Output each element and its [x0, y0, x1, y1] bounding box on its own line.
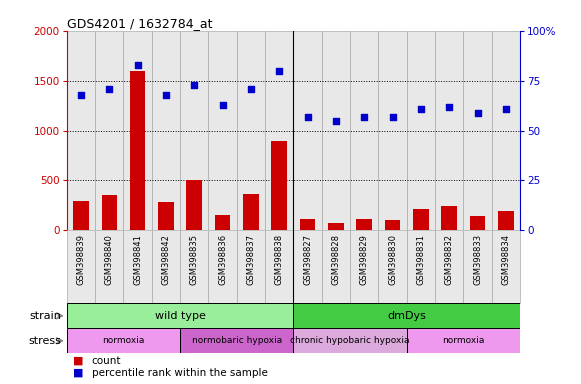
Bar [123, 31, 152, 230]
Bar [385, 220, 400, 230]
Text: GSM398832: GSM398832 [444, 234, 454, 285]
Text: GSM398837: GSM398837 [246, 234, 256, 285]
Text: GSM398839: GSM398839 [77, 234, 85, 285]
FancyBboxPatch shape [293, 303, 520, 328]
Text: GSM398841: GSM398841 [133, 234, 142, 285]
Bar [215, 215, 231, 230]
Point [105, 86, 114, 92]
Text: GSM398831: GSM398831 [417, 234, 425, 285]
Bar [300, 219, 315, 230]
FancyBboxPatch shape [293, 230, 322, 303]
Point [331, 118, 340, 124]
Text: GSM398836: GSM398836 [218, 234, 227, 285]
Bar [180, 31, 209, 230]
Bar [407, 31, 435, 230]
Bar [293, 31, 322, 230]
Text: ■: ■ [73, 367, 83, 377]
Bar [73, 202, 89, 230]
FancyBboxPatch shape [350, 230, 378, 303]
Text: percentile rank within the sample: percentile rank within the sample [92, 367, 268, 377]
Text: GSM398838: GSM398838 [275, 234, 284, 285]
Text: GSM398833: GSM398833 [473, 234, 482, 285]
Bar [243, 194, 259, 230]
Text: GSM398829: GSM398829 [360, 234, 369, 285]
Text: normoxia: normoxia [442, 336, 485, 345]
FancyBboxPatch shape [67, 230, 95, 303]
Bar [350, 31, 378, 230]
Point [275, 68, 284, 74]
Bar [469, 217, 485, 230]
FancyBboxPatch shape [67, 328, 180, 353]
Bar [67, 31, 95, 230]
FancyBboxPatch shape [322, 230, 350, 303]
Point [303, 114, 312, 120]
Text: GSM398834: GSM398834 [501, 234, 510, 285]
Bar [209, 31, 237, 230]
Bar [435, 31, 464, 230]
Bar [187, 180, 202, 230]
FancyBboxPatch shape [407, 230, 435, 303]
Text: GSM398842: GSM398842 [162, 234, 170, 285]
FancyBboxPatch shape [180, 328, 293, 353]
Point [473, 109, 482, 116]
Text: chronic hypobaric hypoxia: chronic hypobaric hypoxia [290, 336, 410, 345]
Point [162, 91, 171, 98]
Text: GSM398830: GSM398830 [388, 234, 397, 285]
Bar [271, 141, 287, 230]
Text: normoxia: normoxia [102, 336, 145, 345]
FancyBboxPatch shape [67, 303, 293, 328]
Bar [152, 31, 180, 230]
Bar [265, 31, 293, 230]
Text: count: count [92, 356, 121, 366]
Text: wild type: wild type [155, 311, 206, 321]
FancyBboxPatch shape [95, 230, 123, 303]
Text: normobaric hypoxia: normobaric hypoxia [192, 336, 282, 345]
FancyBboxPatch shape [265, 230, 293, 303]
Bar [322, 31, 350, 230]
Point [388, 114, 397, 120]
Point [360, 114, 369, 120]
FancyBboxPatch shape [407, 328, 520, 353]
Text: GSM398827: GSM398827 [303, 234, 312, 285]
FancyBboxPatch shape [492, 230, 520, 303]
FancyBboxPatch shape [378, 230, 407, 303]
Text: strain: strain [29, 311, 61, 321]
Point [501, 106, 511, 112]
Point [133, 61, 142, 68]
FancyBboxPatch shape [293, 328, 407, 353]
FancyBboxPatch shape [152, 230, 180, 303]
Text: GDS4201 / 1632784_at: GDS4201 / 1632784_at [67, 17, 212, 30]
FancyBboxPatch shape [464, 230, 492, 303]
Text: GSM398828: GSM398828 [331, 234, 340, 285]
Bar [328, 223, 344, 230]
Text: GSM398835: GSM398835 [190, 234, 199, 285]
Bar [464, 31, 492, 230]
Point [189, 81, 199, 88]
Point [416, 106, 425, 112]
Text: ■: ■ [73, 356, 83, 366]
Bar [378, 31, 407, 230]
Point [218, 101, 227, 108]
Bar [356, 219, 372, 230]
Point [76, 91, 85, 98]
FancyBboxPatch shape [435, 230, 464, 303]
Text: GSM398840: GSM398840 [105, 234, 114, 285]
Bar [158, 202, 174, 230]
FancyBboxPatch shape [237, 230, 265, 303]
Bar [498, 211, 514, 230]
Bar [237, 31, 265, 230]
Point [246, 86, 256, 92]
Bar [130, 71, 145, 230]
FancyBboxPatch shape [209, 230, 237, 303]
Bar [413, 209, 429, 230]
Bar [442, 206, 457, 230]
Point [444, 104, 454, 110]
FancyBboxPatch shape [180, 230, 209, 303]
Bar [492, 31, 520, 230]
Text: dmDys: dmDys [388, 311, 426, 321]
Bar [102, 195, 117, 230]
FancyBboxPatch shape [123, 230, 152, 303]
Bar [95, 31, 123, 230]
Text: stress: stress [28, 336, 61, 346]
